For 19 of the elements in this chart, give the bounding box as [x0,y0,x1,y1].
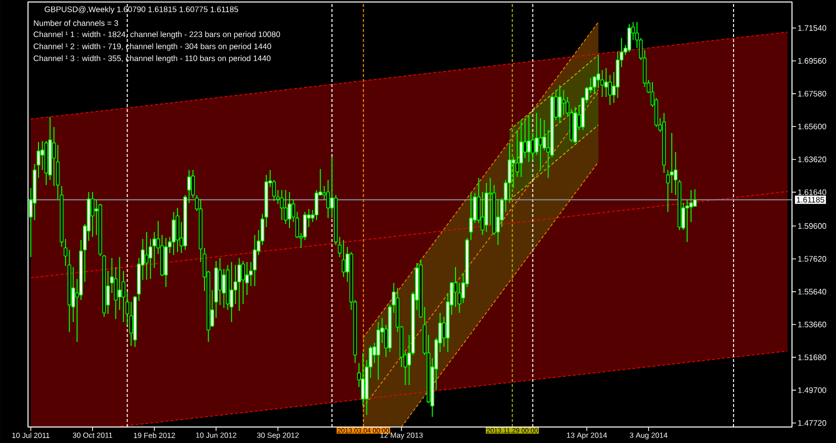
y-tick-label: 1.69560 [798,58,826,64]
annotation: Channel ¹ 2 : width - 719, channel length - 304 bars on period 1440 [34,43,272,51]
annotation: Channel ¹ 1 : width - 1824, channel length - 223 bars on period 10080 [34,31,280,39]
y-tick-label: 1.61640 [798,189,826,196]
y-tick-label: 1.51680 [798,354,826,360]
y-tick-label: 1.57620 [798,256,826,262]
annotation: Number of channels = 3 [34,20,118,26]
y-tick-label: 1.47720 [798,420,826,426]
y-tick-label: 1.71540 [798,25,826,31]
y-tick-label: 1.55640 [798,288,826,295]
y-tick-label: 1.65600 [798,124,826,130]
annotation: Channel ¹ 3 : width - 355, channel length - 110 bars on period 1440 [34,55,271,63]
y-tick-label: 1.63620 [798,156,826,162]
y-tick-label: 1.59600 [798,223,826,229]
chart-title: GBPUSD@,Weekly 1.60790 1.61815 1.60775 1.61185 [44,6,238,14]
y-tick-label: 1.53660 [798,322,826,328]
y-tick-label: 1.49700 [798,387,826,394]
ref-line-label: 1.61185 [796,196,824,203]
y-tick-label: 1.67580 [798,90,826,97]
